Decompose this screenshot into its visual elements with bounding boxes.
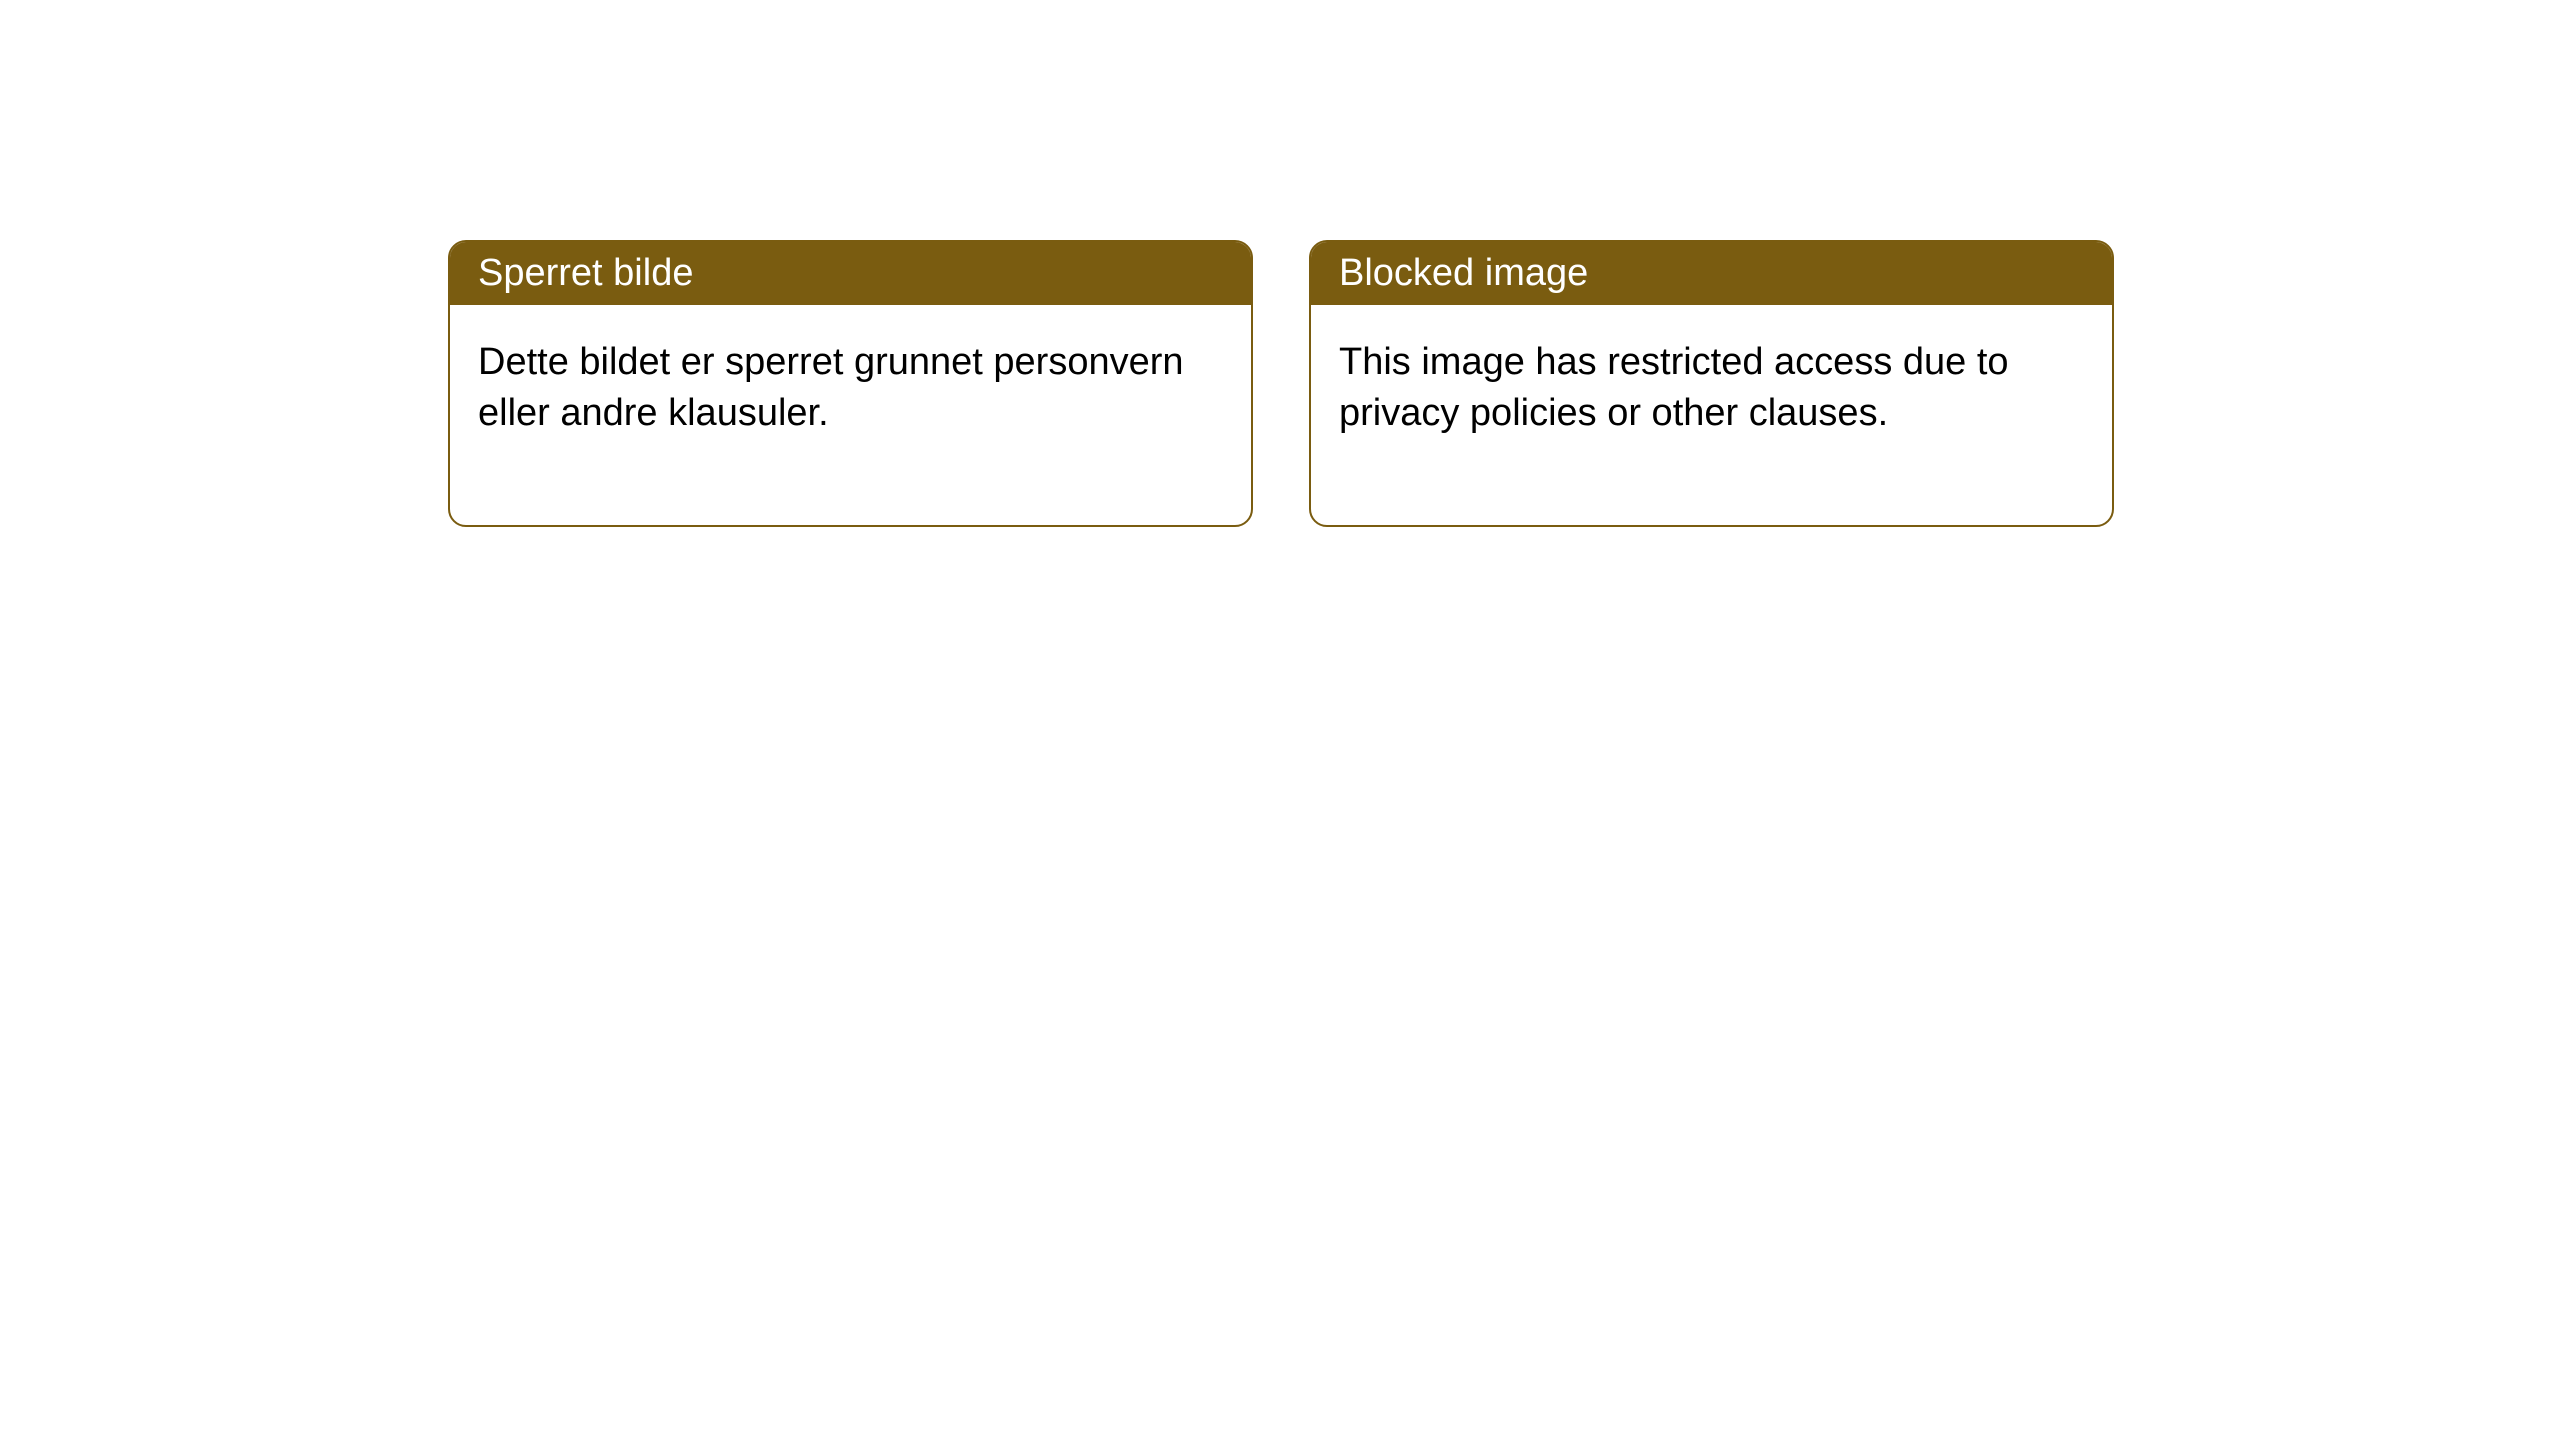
card-header: Blocked image: [1311, 242, 2112, 305]
card-message: Dette bildet er sperret grunnet personve…: [478, 341, 1184, 434]
card-header: Sperret bilde: [450, 242, 1251, 305]
card-body: This image has restricted access due to …: [1311, 305, 2112, 525]
card-title: Sperret bilde: [478, 252, 693, 294]
cards-container: Sperret bilde Dette bildet er sperret gr…: [448, 240, 2114, 527]
blocked-image-card-no: Sperret bilde Dette bildet er sperret gr…: [448, 240, 1253, 527]
card-title: Blocked image: [1339, 252, 1588, 294]
card-body: Dette bildet er sperret grunnet personve…: [450, 305, 1251, 525]
card-message: This image has restricted access due to …: [1339, 341, 2009, 434]
blocked-image-card-en: Blocked image This image has restricted …: [1309, 240, 2114, 527]
